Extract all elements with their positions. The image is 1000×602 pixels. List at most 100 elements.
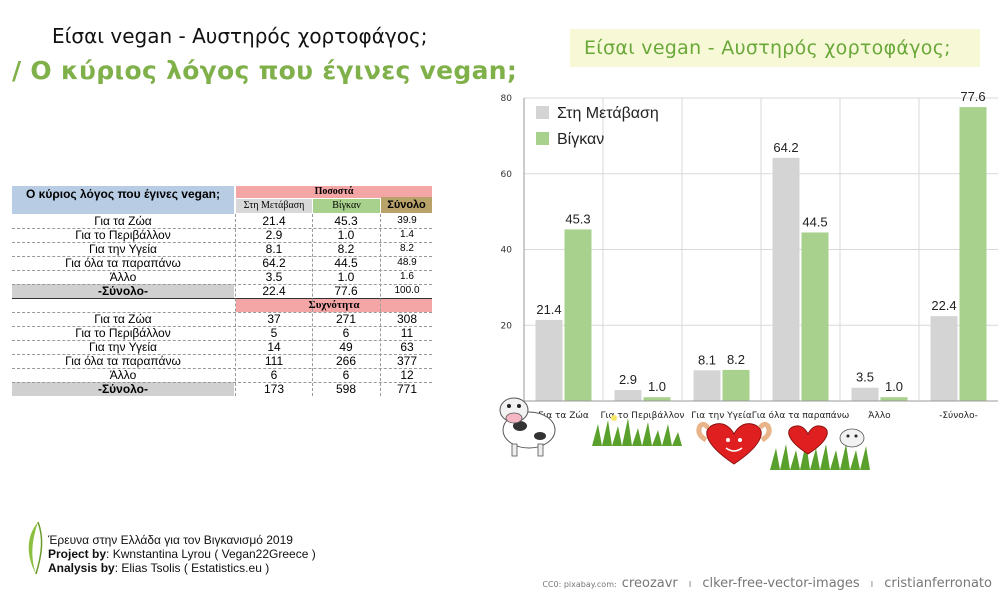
chart-title-box (570, 29, 980, 67)
bar (693, 370, 721, 401)
row-vegan-value: 1.0 (337, 270, 355, 284)
row-total-count: 63 (400, 340, 414, 354)
row-label: -Σύνολο- (12, 382, 234, 396)
row-label: Για τα Ζώα (94, 214, 152, 228)
bar-chart: 20 40 60 80 21.4 45.3 Για τα Ζώα 2.9 1.0 Για το … (499, 89, 998, 470)
row-total-value: 48.9 (397, 257, 417, 268)
table-row: Για το Περιβάλλον 2.9 1.0 1.4 (12, 228, 432, 242)
row-total-value: 1.4 (400, 229, 414, 240)
table-row: Για το Περιβάλλον 5 6 11 (12, 326, 432, 340)
row-vegan-count: 598 (335, 382, 357, 396)
row-label: Άλλο (109, 270, 137, 284)
table-divider (12, 270, 432, 271)
row-label: Για το Περιβάλλον (75, 326, 171, 340)
credit-divider: I (688, 580, 692, 589)
bar (801, 232, 829, 401)
table-divider (12, 256, 432, 257)
data-label: 22.4 (931, 298, 956, 313)
row-label: -Σύνολο- (12, 284, 234, 298)
image-author: creozavr (621, 576, 678, 591)
bar (851, 387, 879, 401)
y-tick-label: 60 (501, 170, 513, 180)
row-transition-count: 6 (270, 368, 278, 382)
data-label: 1.0 (885, 379, 903, 394)
row-total-value: 8.2 (400, 243, 414, 254)
row-transition-count: 37 (267, 312, 281, 326)
row-transition-value: 3.5 (265, 270, 283, 284)
table-divider (12, 284, 432, 285)
project-value: : Kwnstantina Lyrou ( Vegan22Greece ) (106, 547, 316, 561)
bar (959, 107, 987, 401)
bar (772, 157, 800, 401)
table-divider (12, 312, 432, 313)
data-label: 8.2 (727, 352, 745, 367)
row-vegan-count: 49 (339, 340, 353, 354)
table-header-total: Σύνολο (381, 197, 432, 213)
row-total-count: 771 (396, 382, 418, 396)
heart-icon (696, 421, 772, 465)
data-label: 2.9 (619, 372, 637, 387)
chart-title: Είσαι vegan - Αυστηρός χορτοφάγος; (584, 37, 951, 59)
y-tick-label: 20 (501, 321, 513, 331)
x-tick-label: Για τα Ζώα (538, 410, 589, 421)
analysis-label: Analysis by (48, 561, 115, 575)
row-transition-value: 64.2 (262, 256, 286, 270)
table-row: Άλλο 3.5 1.0 1.6 (12, 270, 432, 284)
table-header-percent: Ποσοστά (236, 186, 432, 198)
data-label: 8.1 (698, 352, 716, 367)
table-row-total: -Σύνολο- 22.4 77.6 100.0 (12, 284, 432, 298)
row-label: Για όλα τα παραπάνω (65, 256, 181, 270)
row-total-count: 308 (396, 312, 418, 326)
bar (564, 229, 592, 401)
table-divider (12, 298, 432, 299)
table-header-transition: Στη Μετάβαση (236, 199, 312, 213)
table-header-frequency: Συχνότητα (236, 298, 432, 312)
table-divider (12, 242, 432, 243)
data-label: 77.6 (960, 89, 985, 104)
data-label: 1.0 (648, 379, 666, 394)
bar (614, 390, 642, 401)
chart-bars (535, 107, 987, 401)
row-transition-value: 21.4 (262, 214, 286, 228)
table-header-question-text: Ο κύριος λόγος που έγινες vegan; (26, 187, 220, 201)
bar (930, 316, 958, 401)
row-label: Για το Περιβάλλον (75, 228, 171, 242)
row-label: Για τα Ζώα (94, 312, 152, 326)
x-tick-label: Για το Περιβάλλον (601, 411, 685, 421)
survey-credit: Έρευνα στην Ελλάδα για τον Βιγκανισμό 20… (48, 533, 293, 547)
row-transition-count: 14 (267, 340, 281, 354)
row-vegan-count: 6 (342, 326, 350, 340)
table-divider (12, 326, 432, 327)
project-credit: Project by: Kwnstantina Lyrou ( Vegan22G… (48, 547, 316, 561)
row-transition-count: 111 (264, 354, 284, 368)
data-label: 45.3 (565, 211, 590, 226)
row-total-count: 377 (396, 354, 418, 368)
row-vegan-count: 6 (342, 368, 350, 382)
row-total-value: 100.0 (394, 285, 420, 296)
cow-icon (499, 397, 556, 457)
row-label: Για την Υγεία (89, 340, 157, 354)
row-transition-value: 8.1 (265, 242, 283, 256)
row-total-count: 12 (400, 368, 414, 382)
table-row: Για την Υγεία 8.1 8.2 8.2 (12, 242, 432, 256)
table-row: Για τα Ζώα 21.4 45.3 39.9 (12, 214, 432, 228)
chart-legend: Στη Μετάβαση Βίγκαν (536, 105, 659, 148)
image-author: clker-free-vector-images (702, 576, 860, 591)
table-divider (12, 340, 432, 341)
row-vegan-value: 1.0 (337, 228, 355, 242)
row-transition-value: 2.9 (265, 228, 283, 242)
data-label: 44.5 (802, 214, 827, 229)
x-tick-label: -Σύνολο- (939, 410, 978, 421)
table-row: Άλλο 6 6 12 (12, 368, 432, 382)
analysis-credit: Analysis by: Elias Tsolis ( Estatistics.… (48, 561, 269, 575)
row-total-value: 39.9 (397, 215, 417, 226)
table-column-divider (380, 214, 381, 396)
table-row-total: -Σύνολο- 173 598 771 (12, 382, 432, 396)
table-header-vegan: Βίγκαν (313, 199, 380, 213)
image-credits: CC0: pixabay.com: creozavr I clker-free-… (542, 572, 992, 591)
row-transition-count: 173 (263, 382, 285, 396)
table-row: Για όλα τα παραπάνω 64.2 44.5 48.9 (12, 256, 432, 270)
leaf-logo-icon (28, 521, 43, 575)
chart-labels: 21.4 45.3 Για τα Ζώα 2.9 1.0 Για το Περιβάλλο… (536, 89, 985, 421)
all-reasons-icon (770, 425, 870, 470)
